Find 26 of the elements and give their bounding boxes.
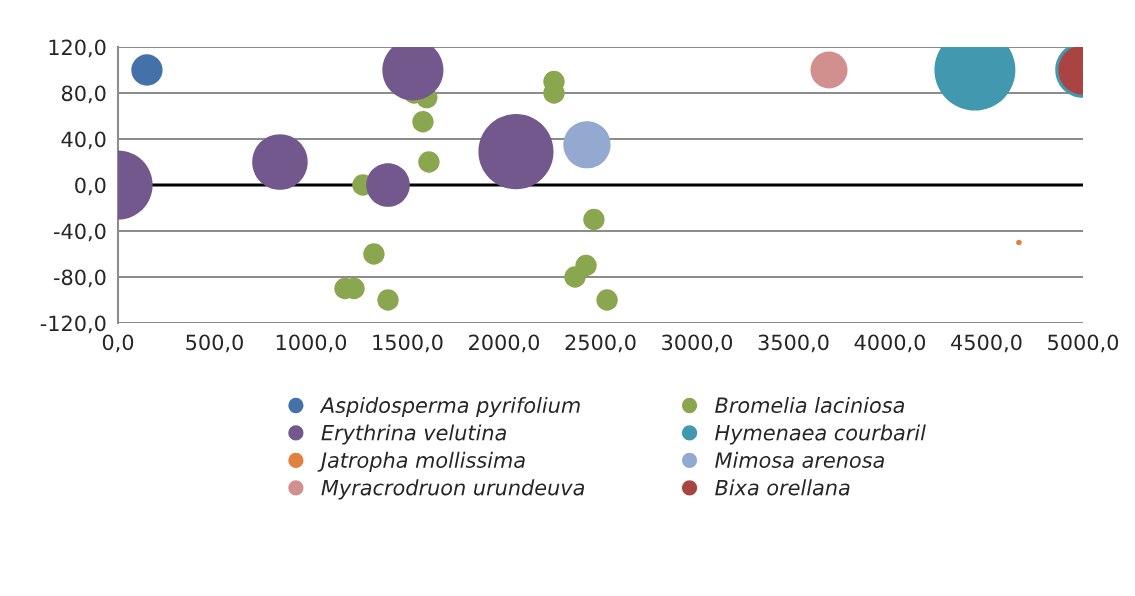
x-tick-label: 500,0	[186, 334, 243, 353]
x-tick-label: 0,0	[102, 334, 134, 353]
y-tick-label: 40,0	[61, 131, 106, 150]
legend-label: Hymenaea courbaril	[715, 424, 926, 445]
x-tick-label: 1000,0	[276, 334, 347, 353]
y-tick-label: 120,0	[49, 39, 106, 58]
x-tick-label: 5000,0	[1048, 334, 1119, 353]
x-tick-label: 1500,0	[373, 334, 443, 353]
x-tick-label: 4500,0	[951, 334, 1022, 353]
y-tick-label: -80,0	[54, 269, 106, 288]
legend-label: Mimosa arenosa	[715, 451, 884, 468]
y-tick-label: 0,0	[75, 177, 106, 196]
y-tick-label: -40,0	[54, 223, 106, 242]
legend-label: Erythrina velutina	[321, 424, 506, 445]
y-tick-label: -120,0	[40, 315, 106, 334]
x-tick-label: 3000,0	[662, 334, 733, 353]
x-tick-label: 2500,0	[565, 334, 636, 353]
legend-label: Aspidosperma pyrifolium	[319, 396, 580, 418]
legend-label: Bromelia laciniosa	[715, 396, 905, 414]
x-tick-label: 2000,0	[469, 334, 540, 353]
legend-label: Myracrodruon urundeuva	[321, 479, 585, 500]
y-tick-label: 80,0	[61, 85, 106, 104]
legend-label: Jatropha mollissima	[317, 451, 525, 473]
legend-label: Bixa orellana	[715, 479, 850, 496]
x-tick-label: 3500,0	[758, 334, 829, 353]
x-tick-label: 4000,0	[854, 334, 926, 353]
